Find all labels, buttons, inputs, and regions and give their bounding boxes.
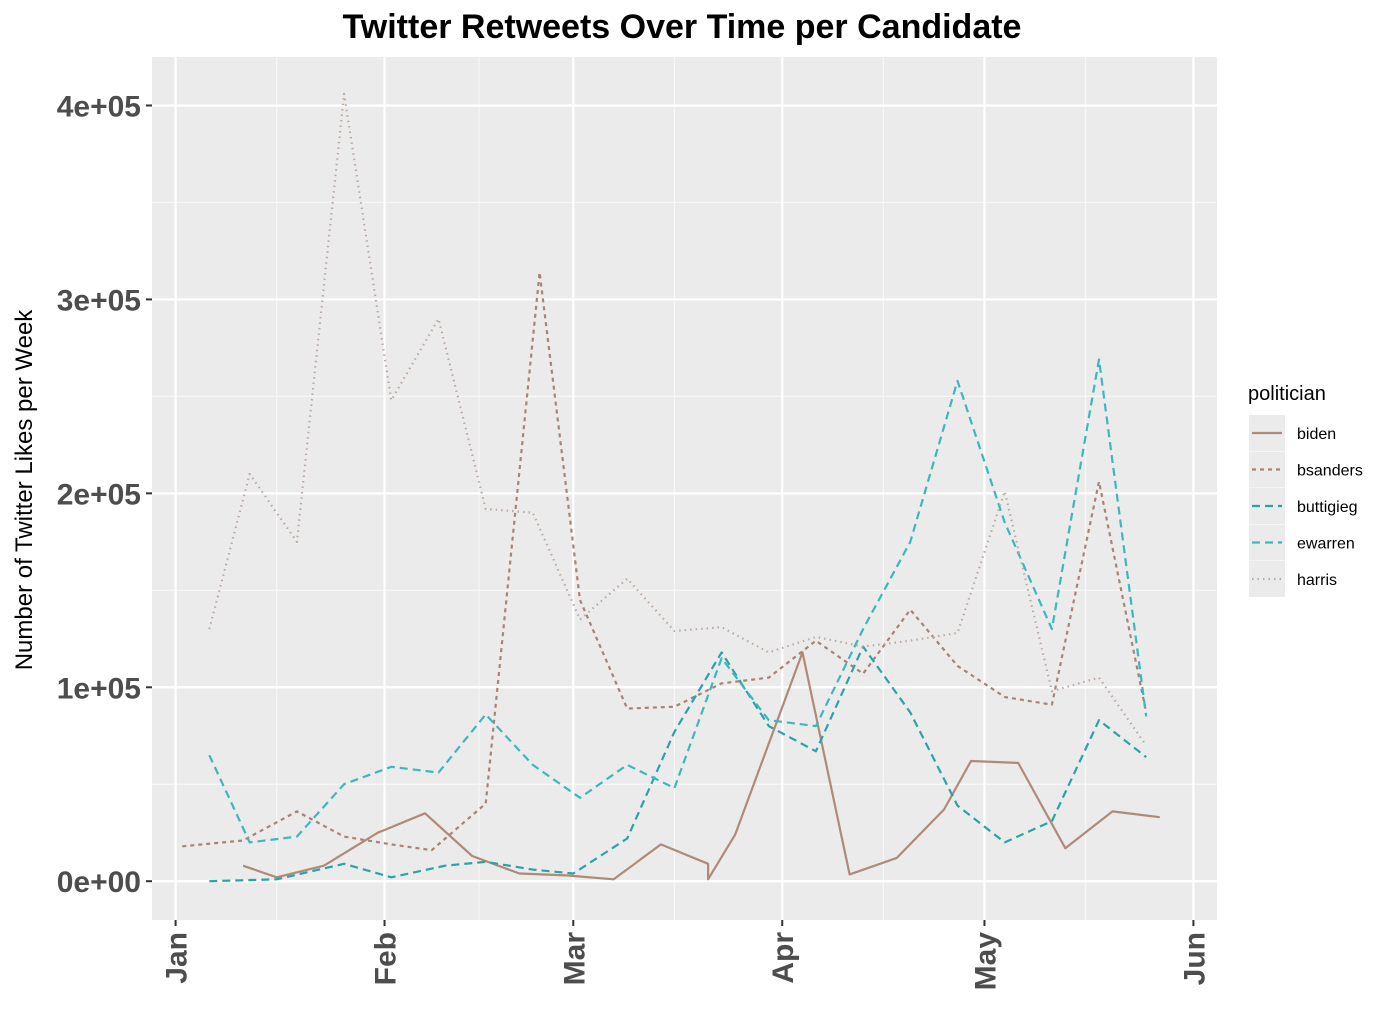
- legend-items: biden bsanders buttigieg ewarren harris: [1249, 415, 1363, 597]
- legend-label-biden: biden: [1297, 426, 1336, 443]
- plot-panel: [152, 57, 1217, 920]
- series-lines: [182, 92, 1160, 883]
- series-line-buttigieg: [209, 645, 1147, 883]
- y-tick-label: 1e+05: [57, 672, 141, 705]
- y-tick-label: 2e+05: [57, 478, 141, 511]
- x-tick-label: Feb: [370, 932, 403, 985]
- series-line-harris: [208, 92, 1148, 747]
- x-tick-label: Mar: [558, 932, 591, 986]
- legend-title: politician: [1248, 383, 1326, 405]
- x-tick-label: Jan: [161, 932, 194, 984]
- grid-minor: [152, 57, 1217, 920]
- y-axis: 0e+00 1e+05 2e+05 3e+05 4e+05: [57, 90, 152, 899]
- legend-label-buttigieg: buttigieg: [1297, 499, 1358, 516]
- chart-title: Twitter Retweets Over Time per Candidate: [343, 8, 1022, 46]
- y-tick-label: 3e+05: [57, 284, 141, 317]
- y-tick-label: 0e+00: [57, 866, 141, 899]
- series-line-biden: [242, 651, 1160, 881]
- y-tick-label: 4e+05: [57, 90, 141, 123]
- legend: politician biden bsanders buttigieg ewarren…: [1248, 383, 1363, 597]
- x-tick-label: Apr: [767, 932, 800, 984]
- legend-label-bsanders: bsanders: [1297, 463, 1363, 480]
- legend-label-ewarren: ewarren: [1297, 536, 1355, 553]
- legend-label-harris: harris: [1297, 572, 1337, 589]
- grid-major: [152, 57, 1217, 920]
- x-tick-label: Jun: [1178, 932, 1211, 985]
- x-tick-label: May: [970, 932, 1003, 991]
- legend-key-bg: [1249, 561, 1285, 597]
- y-axis-label: Number of Twitter Likes per Week: [11, 309, 38, 671]
- x-axis: Jan Feb Mar Apr May Jun: [161, 920, 1211, 991]
